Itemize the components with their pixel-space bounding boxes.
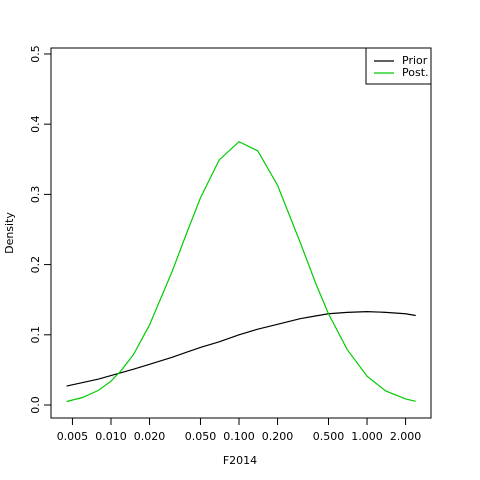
legend-label: Prior <box>402 54 428 67</box>
y-axis-label: Density <box>3 212 16 254</box>
x-tick-label: 0.200 <box>262 430 294 443</box>
y-tick-label: 0.0 <box>29 396 42 414</box>
x-axis-label: F2014 <box>223 454 257 467</box>
series-line <box>66 141 416 403</box>
series-line <box>66 311 416 387</box>
y-tick-label: 0.3 <box>29 186 42 204</box>
x-tick-label: 0.010 <box>95 430 127 443</box>
plot-frame <box>50 47 432 419</box>
x-tick-label: 0.020 <box>134 430 166 443</box>
x-tick-label: 0.005 <box>57 430 89 443</box>
y-tick-label: 0.1 <box>29 326 42 344</box>
x-tick-label: 0.100 <box>223 430 255 443</box>
x-tick-label: 1.000 <box>351 430 383 443</box>
legend-label: Post. <box>402 66 429 79</box>
y-tick-label: 0.2 <box>29 256 42 274</box>
legend-box <box>365 47 432 85</box>
y-tick-label: 0.4 <box>29 115 42 133</box>
y-tick-label: 0.5 <box>29 45 42 63</box>
x-tick-label: 0.500 <box>313 430 345 443</box>
x-tick-label: 0.050 <box>185 430 217 443</box>
x-tick-label: 2.000 <box>390 430 422 443</box>
